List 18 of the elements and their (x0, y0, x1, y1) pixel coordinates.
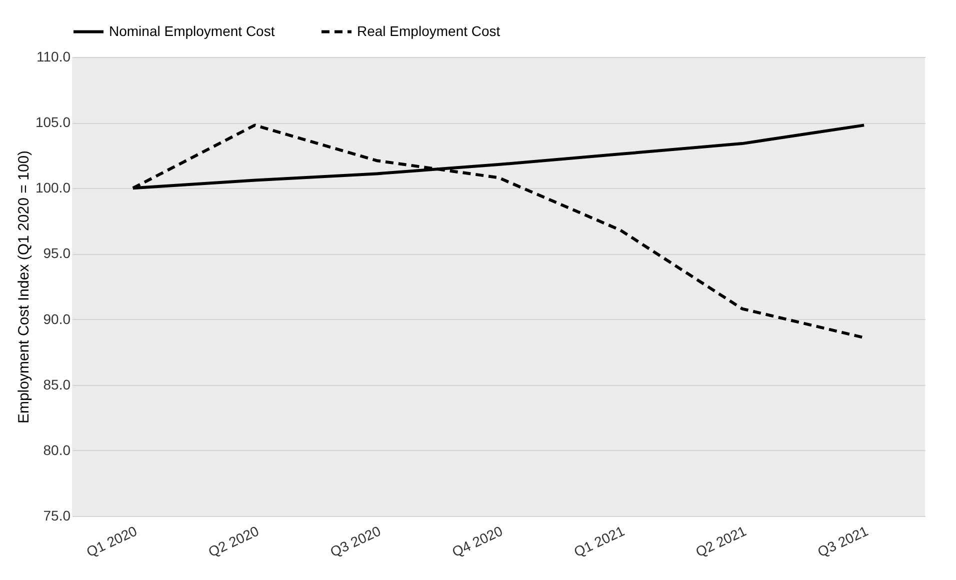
x-tick-label: Q3 2020 (328, 522, 384, 560)
y-tick-label: 80.0 (43, 442, 71, 458)
legend-label: Real Employment Cost (357, 22, 500, 39)
x-tick-label: Q1 2021 (571, 522, 627, 560)
y-tick-label: 105.0 (35, 114, 71, 130)
y-tick-label: 75.0 (43, 508, 71, 524)
legend-label: Nominal Employment Cost (109, 22, 275, 39)
y-axis-title: Employment Cost Index (Q1 2020 = 100) (15, 150, 32, 424)
y-tick-label: 90.0 (43, 310, 71, 327)
x-tick-label: Q1 2020 (84, 522, 140, 560)
x-tick-label: Q2 2020 (206, 522, 262, 560)
x-tick-label: Q3 2021 (815, 522, 871, 560)
y-tick-label: 110.0 (36, 48, 71, 64)
y-tick-label: 100.0 (35, 180, 71, 196)
x-tick-label: Q4 2020 (449, 522, 506, 560)
y-tick-label: 85.0 (43, 376, 71, 392)
x-tick-label: Q2 2021 (693, 522, 749, 560)
y-tick-label: 95.0 (43, 245, 71, 262)
